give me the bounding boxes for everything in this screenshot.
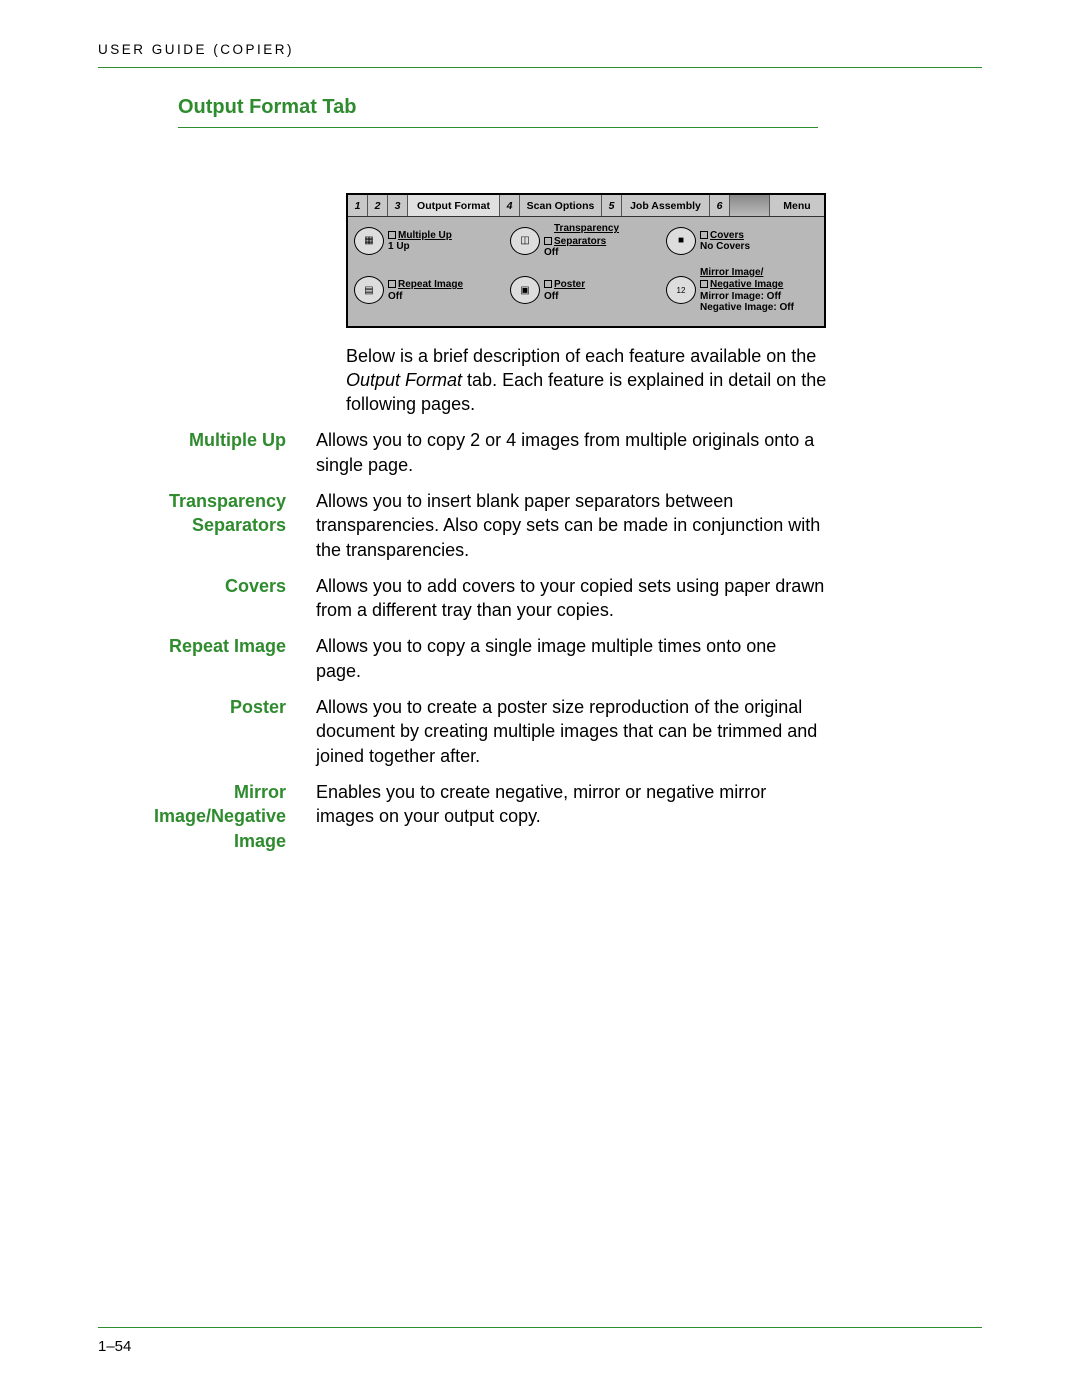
checkbox-icon [544,280,552,288]
tab-2[interactable]: 2 [368,195,388,216]
opt-title: Multiple Up [398,230,452,241]
option-mirror-negative[interactable]: 12 Mirror Image/ Negative Image Mirror I… [666,265,818,316]
definition-body: Allows you to insert blank paper separat… [316,489,826,562]
intro-italic: Output Format [346,370,462,390]
opt-value: Negative Image: Off [700,302,794,314]
checkbox-icon [388,231,396,239]
checkbox-icon [388,280,396,288]
opt-value: Off [544,291,585,303]
poster-icon: ▣ [510,276,540,304]
tab-scan-options[interactable]: Scan Options [520,195,602,216]
definition-label: Covers [98,574,316,623]
output-format-panel: 1 2 3 Output Format 4 Scan Options 5 Job… [346,193,826,328]
checkbox-icon [544,237,552,245]
section-title: Output Format Tab [178,96,818,128]
definition-body: Enables you to create negative, mirror o… [316,780,826,853]
tab-menu[interactable]: Menu [769,195,824,216]
opt-title: Poster [554,279,585,290]
opt-title: Negative Image [710,279,783,290]
tab-3[interactable]: 3 [388,195,408,216]
option-transparency-separators[interactable]: ◫ Transparency Separators Off [510,221,662,261]
option-repeat-image[interactable]: ▤ Repeat Image Off [354,265,506,316]
opt-title: Repeat Image [398,279,463,290]
opt-title: Covers [710,230,744,241]
definition-row: Transparency Separators Allows you to in… [98,489,982,562]
page-number: 1–54 [98,1338,131,1355]
option-text: Poster Off [544,278,585,302]
covers-icon: ■ [666,227,696,255]
opt-value: Off [544,247,619,259]
opt-title: Separators [554,236,606,247]
checkbox-icon [700,280,708,288]
page-footer: 1–54 [98,1327,982,1355]
opt-value: Mirror Image: Off [700,291,794,303]
definition-label: Poster [98,695,316,768]
tab-job-assembly[interactable]: Job Assembly [622,195,710,216]
definition-row: Mirror Image/Negative Image Enables you … [98,780,982,853]
option-text: Mirror Image/ Negative Image Mirror Imag… [700,267,794,314]
opt-value: No Covers [700,241,750,253]
intro-part1: Below is a brief description of each fea… [346,346,816,366]
definition-label: Transparency Separators [98,489,316,562]
definition-row: Poster Allows you to create a poster siz… [98,695,982,768]
option-text: Transparency Separators Off [544,223,619,259]
definition-body: Allows you to copy a single image multip… [316,634,826,683]
tab-bar: 1 2 3 Output Format 4 Scan Options 5 Job… [348,195,824,217]
option-multiple-up[interactable]: ▦ Multiple Up 1 Up [354,221,506,261]
definition-label: Multiple Up [98,428,316,477]
header-text: USER GUIDE (COPIER) [98,42,294,57]
definition-label: Repeat Image [98,634,316,683]
transparency-icon: ◫ [510,227,540,255]
definition-body: Allows you to create a poster size repro… [316,695,826,768]
option-text: Covers No Covers [700,229,750,253]
definition-row: Repeat Image Allows you to copy a single… [98,634,982,683]
multiple-up-icon: ▦ [354,227,384,255]
definitions-list: Multiple Up Allows you to copy 2 or 4 im… [98,428,982,852]
tab-output-format[interactable]: Output Format [408,195,500,216]
panel-body: ▦ Multiple Up 1 Up ◫ Transparency Separa… [348,217,824,326]
option-covers[interactable]: ■ Covers No Covers [666,221,818,261]
tab-4[interactable]: 4 [500,195,520,216]
definition-label: Mirror Image/Negative Image [98,780,316,853]
opt-pre: Mirror Image/ [700,267,794,279]
option-text: Multiple Up 1 Up [388,229,452,253]
definition-body: Allows you to copy 2 or 4 images from mu… [316,428,826,477]
definition-row: Covers Allows you to add covers to your … [98,574,982,623]
tab-1[interactable]: 1 [348,195,368,216]
opt-value: 1 Up [388,241,452,253]
opt-value: Off [388,291,463,303]
option-text: Repeat Image Off [388,278,463,302]
tab-6[interactable]: 6 [710,195,730,216]
mirror-icon: 12 [666,276,696,304]
page-header: USER GUIDE (COPIER) [98,42,982,68]
tab-5[interactable]: 5 [602,195,622,216]
repeat-image-icon: ▤ [354,276,384,304]
definition-body: Allows you to add covers to your copied … [316,574,826,623]
opt-pre: Transparency [554,223,619,235]
option-poster[interactable]: ▣ Poster Off [510,265,662,316]
checkbox-icon [700,231,708,239]
intro-paragraph: Below is a brief description of each fea… [346,344,846,417]
definition-row: Multiple Up Allows you to copy 2 or 4 im… [98,428,982,477]
